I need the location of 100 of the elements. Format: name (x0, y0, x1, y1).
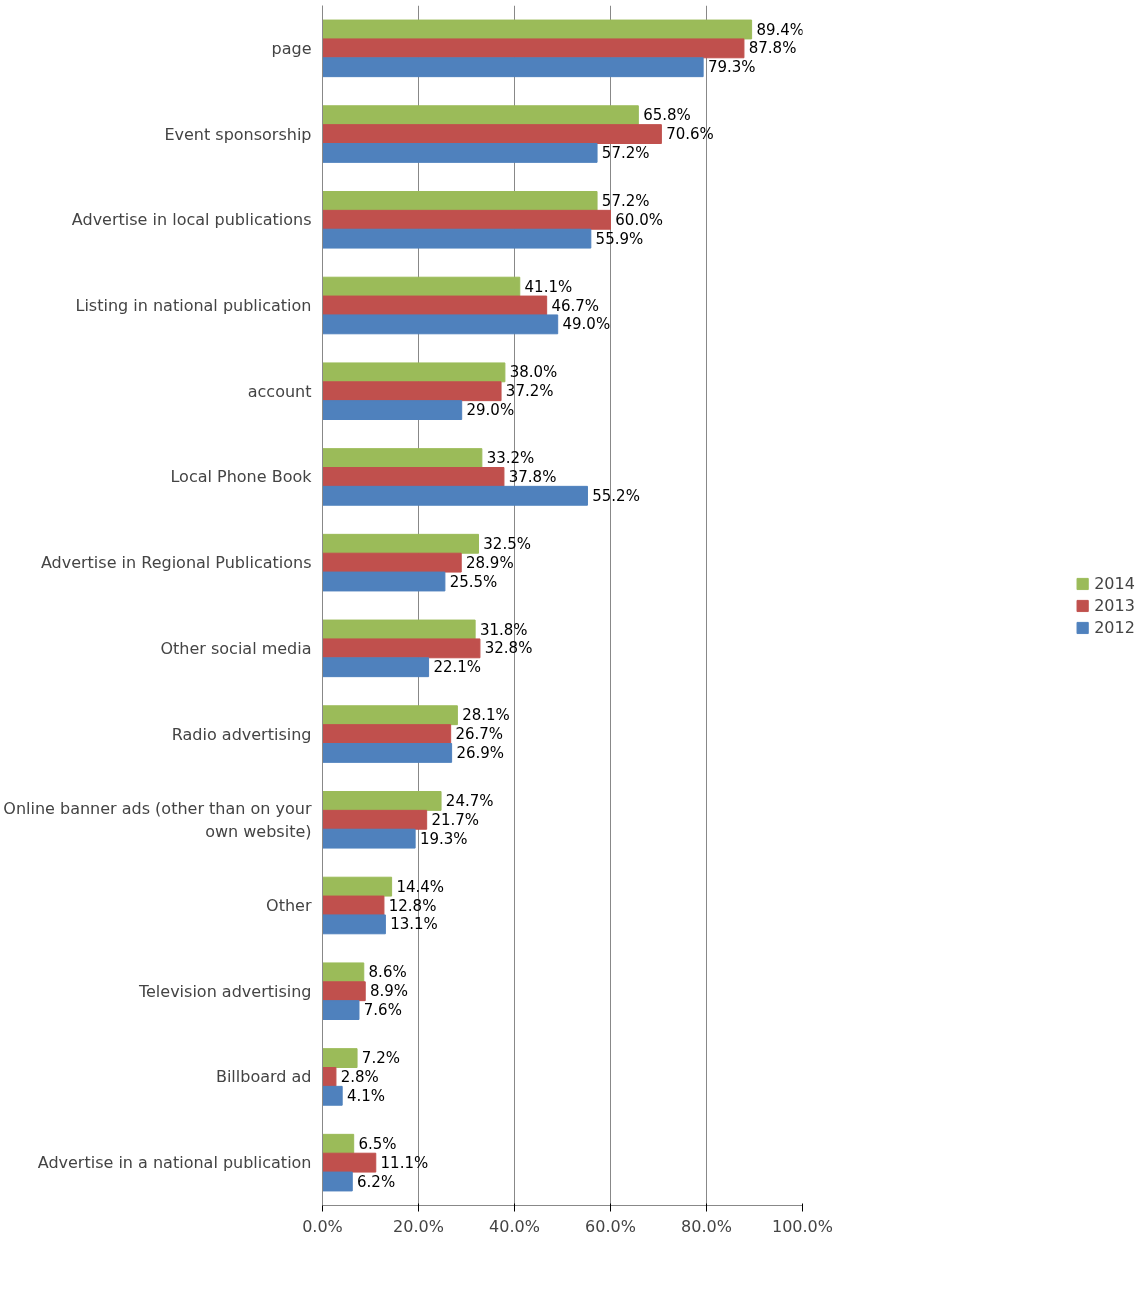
data-label: 33.2% (486, 449, 535, 468)
data-label: 7.2% (361, 1049, 400, 1068)
bar (322, 57, 704, 78)
bar (322, 876, 393, 897)
data-label: 2.8% (340, 1067, 379, 1086)
data-label: 8.6% (368, 963, 407, 982)
y-tick-label: Billboard ad (215, 1067, 312, 1087)
data-label: 32.8% (484, 639, 533, 658)
bar (322, 1171, 353, 1192)
bar (322, 191, 598, 211)
bar (322, 314, 559, 335)
data-label: 11.1% (380, 1153, 429, 1172)
bar (322, 143, 598, 163)
bar (322, 124, 662, 144)
data-label: 31.8% (479, 620, 528, 639)
bar (322, 228, 592, 249)
data-label: 37.2% (505, 382, 554, 401)
bar (322, 895, 385, 916)
y-tick-label: Radio advertising (171, 724, 312, 744)
y-tick-label: Listing in national publication (75, 296, 312, 315)
y-tick-label: Event sponsorship (164, 124, 312, 144)
data-label: 25.5% (449, 572, 498, 591)
bar (322, 1000, 360, 1020)
x-tick-label: 0.0% (302, 1216, 343, 1236)
data-label: 19.3% (419, 829, 468, 848)
data-label: 22.1% (433, 658, 482, 677)
data-label: 14.4% (396, 877, 445, 896)
data-label: 57.2% (601, 191, 650, 210)
bar (322, 981, 366, 1002)
y-tick-label: Advertise in a national publication (37, 1153, 312, 1173)
data-label: 57.2% (601, 143, 650, 162)
bar (322, 19, 753, 40)
x-tick-label: 20.0% (393, 1216, 444, 1236)
data-label: 6.2% (357, 1172, 396, 1191)
data-label: 24.7% (445, 791, 494, 810)
data-label: 6.5% (358, 1134, 397, 1153)
data-label: 87.8% (748, 39, 797, 58)
y-tick-label: Advertise in Regional Publications (40, 553, 312, 573)
bar (322, 1085, 343, 1106)
bar (322, 276, 521, 297)
bar (322, 448, 483, 468)
data-label: 60.0% (615, 210, 663, 229)
bar (322, 400, 463, 420)
data-label: 89.4% (756, 20, 805, 39)
data-label: 38.0% (509, 363, 558, 382)
bar (322, 619, 476, 640)
data-label: 7.6% (363, 1001, 402, 1020)
legend-label: 2014 (1094, 573, 1135, 593)
bar (322, 1133, 355, 1154)
bar (322, 914, 386, 935)
y-tick-label: page (271, 38, 312, 58)
data-label: 21.7% (431, 810, 480, 829)
data-label: 37.8% (508, 467, 557, 486)
y-tick-label: Local Phone Book (170, 467, 313, 487)
bar (322, 571, 446, 592)
data-label: 32.5% (483, 534, 531, 553)
bar (322, 533, 479, 554)
bar (322, 362, 506, 383)
data-label: 41.1% (524, 277, 573, 296)
bar (322, 1067, 337, 1087)
y-tick-label: Other social media (160, 638, 312, 658)
data-label: 4.1% (346, 1086, 386, 1105)
bar (322, 1152, 377, 1173)
x-tick-label: 60.0% (585, 1216, 636, 1236)
bar (322, 105, 639, 126)
data-label: 26.7% (455, 725, 504, 744)
y-tick-label: Television advertising (137, 981, 312, 1001)
data-label: 28.1% (462, 706, 510, 725)
data-label: 26.9% (456, 743, 505, 762)
bar (322, 638, 481, 659)
data-label: 29.0% (466, 401, 515, 420)
data-label: 49.0% (562, 315, 611, 334)
data-label: 65.8% (643, 106, 691, 125)
bar (322, 657, 430, 678)
bar (322, 38, 745, 59)
data-label: 70.6% (666, 125, 714, 144)
data-label: 28.9% (466, 553, 514, 572)
x-tick-label: 100.0% (772, 1216, 834, 1236)
bar (322, 1048, 358, 1068)
y-tick-label: Online banner ads (other than on your own website) (3, 798, 312, 841)
legend-label: 2012 (1094, 617, 1135, 637)
bar (322, 962, 365, 983)
bar (322, 828, 416, 849)
bar (322, 552, 462, 573)
x-tick-label: 40.0% (489, 1216, 540, 1236)
data-label: 46.7% (551, 296, 600, 315)
bar (322, 209, 611, 230)
data-label: 13.1% (390, 915, 438, 934)
y-tick-label: Advertise in local publications (71, 210, 312, 230)
bar (322, 467, 505, 487)
data-label: 8.9% (370, 982, 409, 1001)
data-label: 12.8% (388, 896, 437, 915)
data-label: 79.3% (707, 58, 756, 77)
bar (322, 705, 458, 726)
bar (322, 485, 588, 506)
bar (322, 381, 502, 402)
bar (322, 791, 442, 811)
x-tick-label: 80.0% (681, 1216, 732, 1236)
bar (322, 724, 452, 744)
bar (322, 809, 428, 830)
